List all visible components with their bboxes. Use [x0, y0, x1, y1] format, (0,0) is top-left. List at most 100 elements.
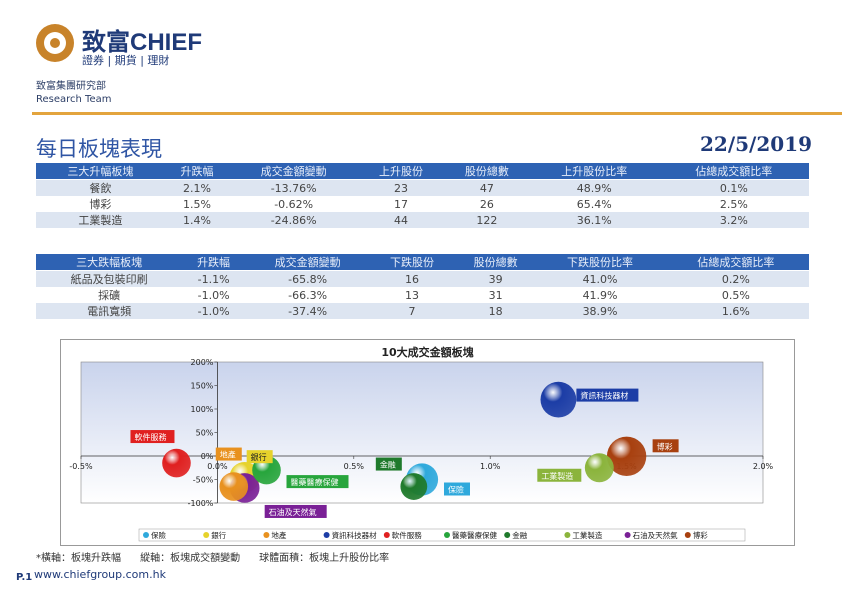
legend-marker — [504, 532, 511, 538]
table-row: 採礦 -1.0% -66.3% 13 31 41.9% 0.5% — [36, 287, 809, 303]
bubble-label: 石油及天然氣 — [269, 507, 317, 517]
table-header-row: 三大升幅板塊 升跌幅 成交金額變動 上升股份 股份總數 上升股份比率 佔總成交額比率 — [36, 163, 809, 180]
x-tick-label: -0.5% — [69, 462, 93, 471]
brand-logo: 致富CHIEF 證券 | 期貨 | 理財 — [36, 22, 236, 67]
column-header: 佔總成交額比率 — [658, 163, 809, 180]
legend-marker — [624, 532, 631, 538]
bubble-label: 金融 — [380, 460, 396, 470]
bubble-資訊科技器材 — [540, 381, 577, 418]
table-cell: 47 — [443, 179, 530, 196]
table-cell: 0.2% — [662, 270, 809, 287]
bubble-label-bg — [537, 468, 582, 482]
legend-item: 軟件服務 — [392, 530, 422, 540]
table-cell: 2.1% — [164, 179, 230, 196]
column-header: 成交金額變動 — [229, 163, 359, 180]
table-cell: 65.4% — [529, 196, 659, 212]
top-gainers-table: 三大升幅板塊 升跌幅 成交金額變動 上升股份 股份總數 上升股份比率 佔總成交額比率 餐飲 2… — [36, 163, 809, 228]
table-cell: 39 — [453, 270, 538, 287]
bubble-label-bg — [286, 475, 349, 489]
table-cell: 48.9% — [529, 179, 659, 196]
bubble-label: 銀行 — [251, 452, 267, 462]
table-cell: 17 — [358, 196, 444, 212]
legend-box — [138, 528, 746, 542]
x-tick-label: 1.0% — [480, 462, 501, 471]
table-cell: 1.5% — [164, 196, 230, 212]
column-header: 上升股份比率 — [529, 163, 659, 180]
table-cell: 7 — [370, 303, 454, 319]
top-losers-table: 三大跌幅板塊 升跌幅 成交金額變動 下跌股份 股份總數 下跌股份比率 佔總成交額比率 紙品及… — [36, 254, 809, 319]
legend-marker — [444, 532, 450, 538]
bubble-金融 — [400, 473, 428, 500]
bubble-label: 醫藥醫療保健 — [291, 477, 339, 487]
footer-url[interactable]: www.chiefgroup.com.hk — [34, 568, 166, 581]
y-tick-label: 50% — [196, 429, 214, 438]
y-tick-label: -50% — [193, 476, 214, 485]
sector-name-cell: 博彩 — [36, 196, 165, 212]
table-cell: 1.4% — [164, 212, 230, 228]
table-cell: -66.3% — [244, 287, 371, 303]
y-tick-label: 0% — [201, 452, 214, 461]
header-rule — [32, 112, 842, 115]
column-header: 股份總數 — [443, 163, 530, 180]
x-tick-label: 0.5% — [344, 462, 365, 471]
bubble-地產 — [219, 472, 249, 501]
column-header: 股份總數 — [453, 254, 538, 271]
chart-footnote: *橫軸：板塊升跌幅 縱軸：板塊成交額變動 球體面積：板塊上升股份比率 — [36, 553, 390, 564]
table-cell: 13 — [370, 287, 454, 303]
legend-marker — [143, 532, 149, 538]
table-cell: 2.5% — [658, 196, 809, 212]
legend-item: 保險 — [151, 530, 166, 540]
bubble-label: 工業製造 — [541, 471, 573, 481]
sector-bubble-chart: 10大成交金額板塊 -0.5%0.0%0.5%1.0%1.5%2.0%200%1… — [60, 339, 795, 546]
column-header: 升跌幅 — [164, 163, 230, 180]
table-cell: 1.6% — [662, 303, 809, 319]
table-cell: -24.86% — [229, 212, 359, 228]
bubble-label: 軟件服務 — [134, 432, 166, 442]
legend-marker — [564, 532, 571, 538]
department: 致富集團研究部 Research Team — [36, 80, 111, 106]
table-cell: -1.0% — [182, 287, 245, 303]
table-cell: 44 — [358, 212, 444, 228]
column-header: 三大跌幅板塊 — [36, 254, 183, 271]
table-cell: 38.9% — [537, 303, 663, 319]
department-cn: 致富集團研究部 — [36, 81, 106, 92]
column-header: 三大升幅板塊 — [36, 163, 165, 180]
table-row: 餐飲 2.1% -13.76% 23 47 48.9% 0.1% — [36, 179, 809, 196]
table-header-row: 三大跌幅板塊 升跌幅 成交金額變動 下跌股份 股份總數 下跌股份比率 佔總成交額比率 — [36, 254, 809, 271]
chart-canvas: -0.5%0.0%0.5%1.0%1.5%2.0%200%150%100%50%… — [69, 358, 774, 542]
table-cell: 122 — [443, 212, 530, 228]
table-cell: 41.0% — [537, 270, 663, 287]
bubble-工業製造 — [584, 453, 614, 483]
department-en: Research Team — [36, 94, 112, 105]
brand-tagline: 證券 | 期貨 | 理財 — [82, 54, 170, 67]
legend-marker — [263, 532, 270, 538]
bubble-label: 保險 — [448, 485, 464, 495]
table-cell: 0.5% — [662, 287, 809, 303]
table-cell: 18 — [453, 303, 538, 319]
legend-item: 金融 — [512, 530, 527, 540]
table-cell: -0.62% — [229, 196, 359, 212]
x-tick-label: 0.0% — [207, 462, 228, 471]
bubble-label-bg — [444, 482, 470, 496]
table-cell: -37.4% — [244, 303, 371, 319]
legend-item: 銀行 — [211, 530, 226, 540]
x-tick-label: 2.0% — [753, 462, 774, 471]
legend-item: 博彩 — [693, 530, 708, 540]
y-tick-label: 200% — [191, 358, 214, 367]
legend-marker — [323, 532, 330, 538]
bubble-label-bg — [576, 388, 639, 402]
table-cell: -1.0% — [182, 303, 245, 319]
report-date: 22/5/2019 — [700, 132, 813, 156]
bubble-label-bg — [264, 504, 327, 518]
bubble-label-bg — [652, 439, 679, 453]
bubble-軟件服務 — [162, 448, 191, 478]
column-header: 佔總成交額比率 — [662, 254, 809, 271]
bubble-label: 博彩 — [657, 441, 673, 451]
legend-marker — [383, 532, 390, 538]
legend-item: 工業製造 — [572, 530, 602, 540]
table-row: 電訊寬頻 -1.0% -37.4% 7 18 38.9% 1.6% — [36, 303, 809, 319]
table-cell: 0.1% — [658, 179, 809, 196]
column-header: 下跌股份 — [370, 254, 454, 271]
brand-name: 致富CHIEF — [82, 29, 202, 56]
column-header: 上升股份 — [358, 163, 444, 180]
